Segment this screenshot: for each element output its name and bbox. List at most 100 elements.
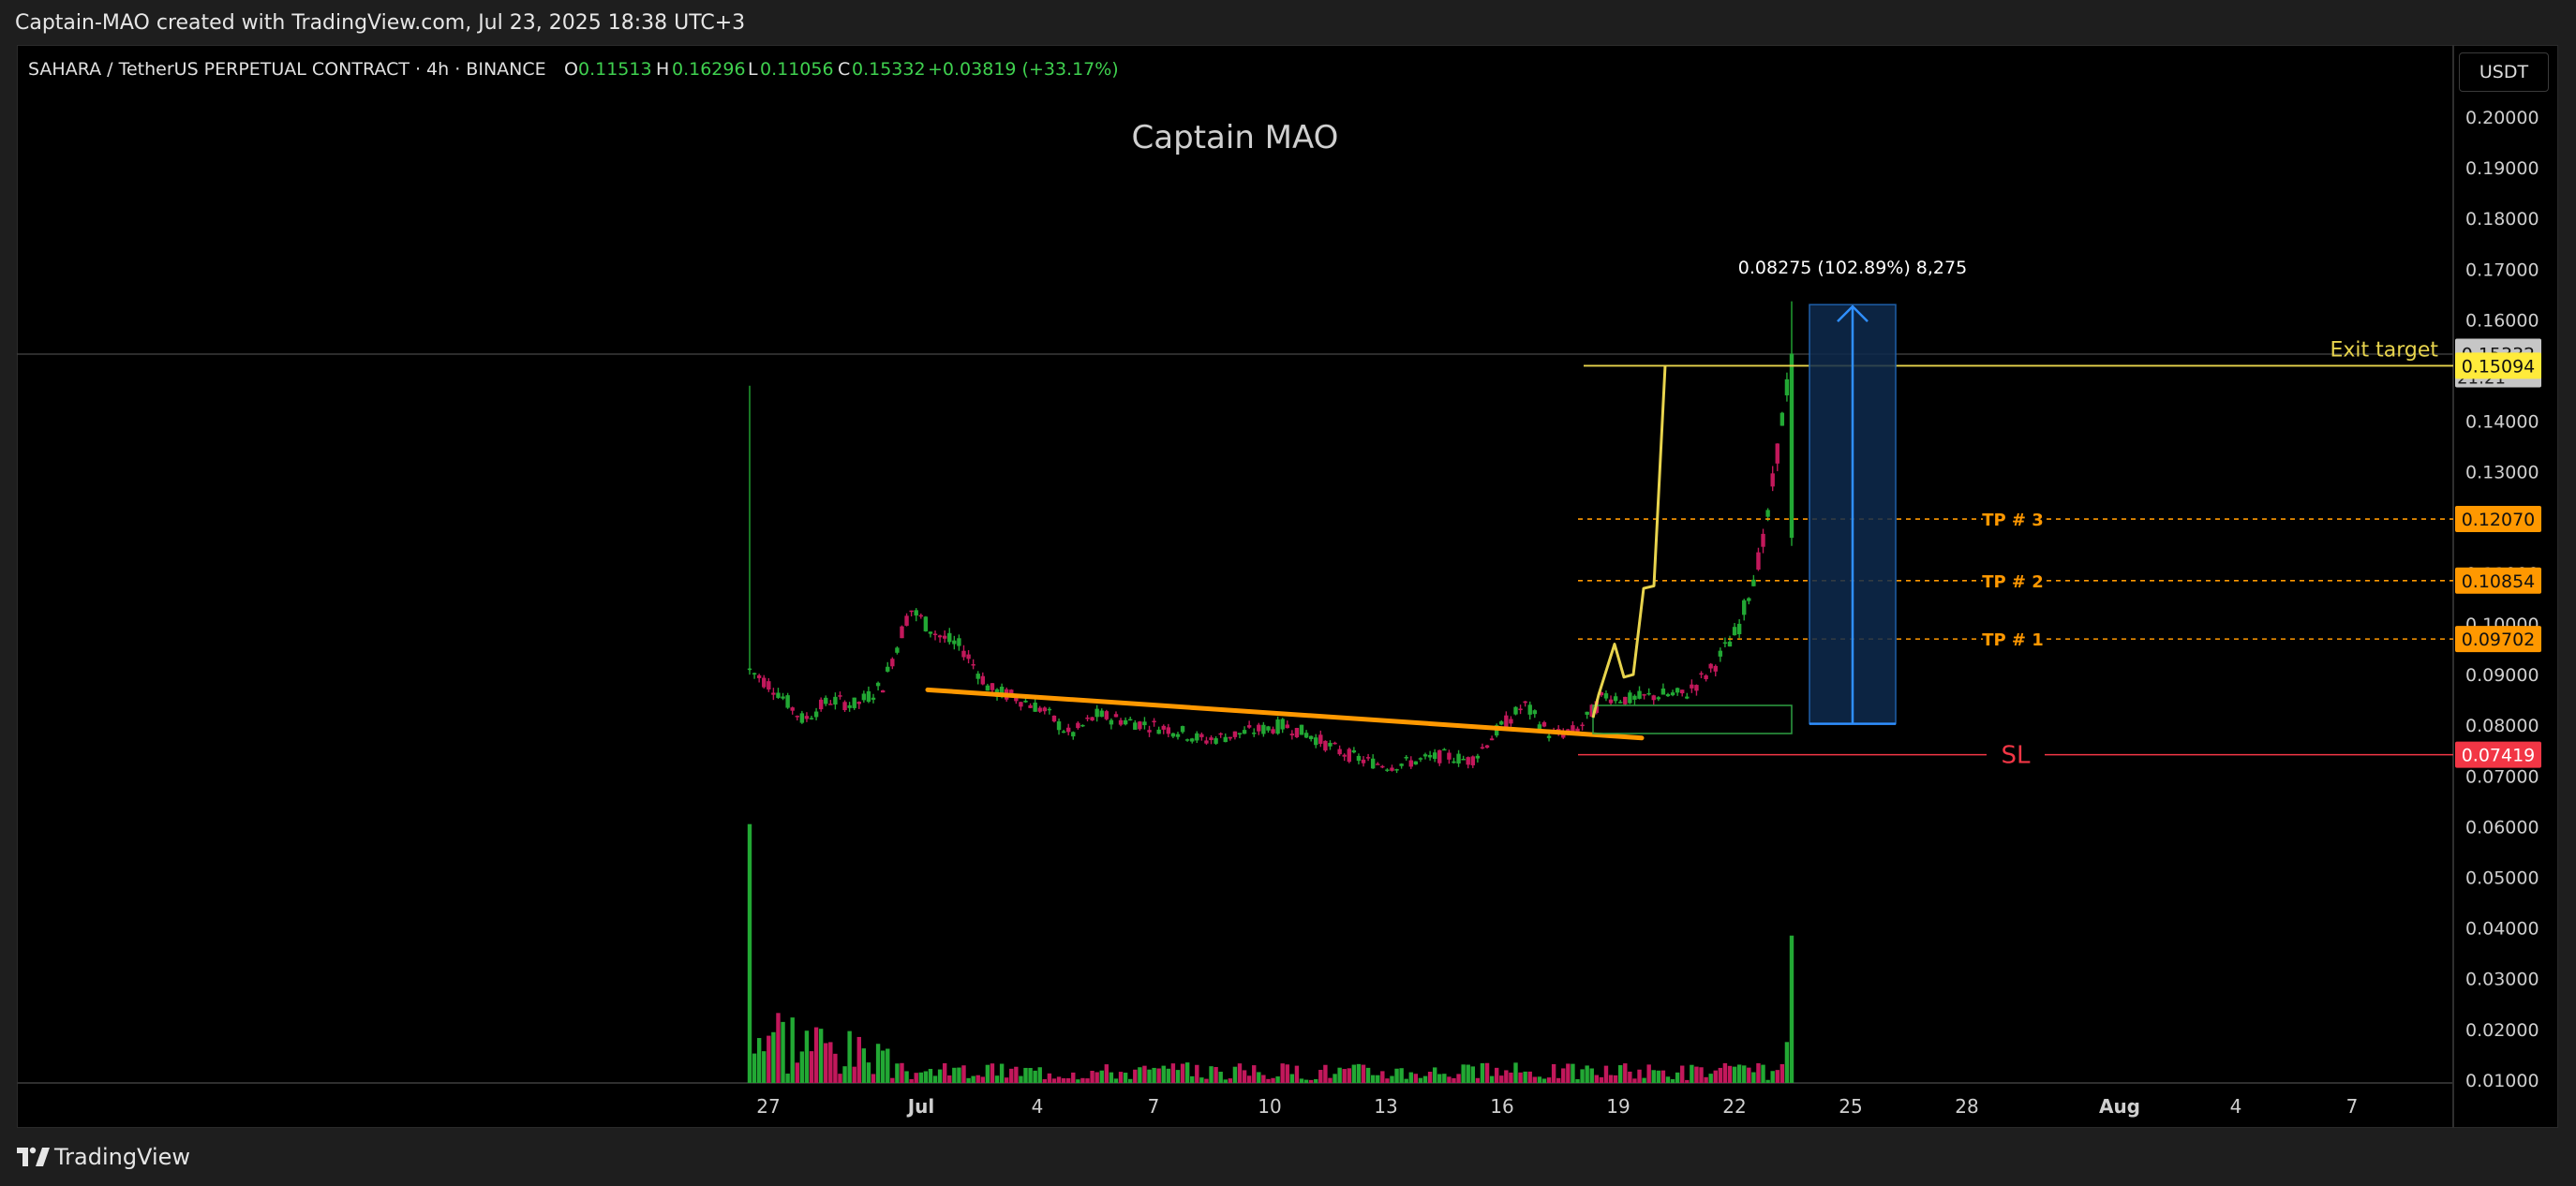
candle-body <box>1489 738 1495 741</box>
volume-bar <box>1571 1063 1575 1083</box>
volume-bar <box>1646 1064 1651 1083</box>
volume-bar <box>961 1065 966 1083</box>
candle-body <box>1037 707 1042 712</box>
volume-bar <box>1466 1064 1470 1083</box>
time-tick-label: 28 <box>1955 1095 1978 1118</box>
volume-bar <box>1009 1068 1014 1083</box>
candle-body <box>1699 673 1704 675</box>
volume-bar <box>1747 1067 1751 1083</box>
candle-body <box>1413 761 1419 765</box>
candle-body <box>856 702 861 704</box>
tp1-price-tag: 0.09702 <box>2462 630 2536 650</box>
candle-body <box>1427 754 1433 758</box>
volume-bar <box>1418 1077 1423 1083</box>
candle-body <box>1376 763 1380 765</box>
volume-bar <box>971 1075 975 1083</box>
trendline[interactable] <box>925 687 1645 741</box>
price-axis[interactable]: 0.20000 0.19000 0.18000 0.17000 0.16000 0.150… <box>2465 108 2539 1091</box>
candle-body <box>928 631 933 634</box>
price-tick-label: 0.04000 <box>2465 919 2539 940</box>
volume-bar <box>1147 1069 1152 1083</box>
price-tick-label: 0.05000 <box>2465 868 2539 889</box>
high-value: 0.16296 <box>672 59 746 80</box>
candle-body <box>1370 758 1376 769</box>
price-tick-label: 0.01000 <box>2465 1071 2539 1091</box>
consolidation-box[interactable] <box>1592 704 1793 734</box>
volume-bar <box>1727 1065 1733 1083</box>
time-tick-label: 19 <box>1606 1095 1630 1118</box>
candle-body <box>1218 733 1223 735</box>
candle-body <box>1214 738 1218 744</box>
volume-bar <box>776 1013 781 1083</box>
open-label: O <box>564 59 578 80</box>
volume-bar <box>1665 1076 1671 1083</box>
candle-body <box>1138 721 1142 730</box>
tp-label: TP # 2 <box>1982 572 2044 592</box>
volume-bar <box>1266 1078 1271 1083</box>
candle-body <box>1323 740 1328 751</box>
symbol-name[interactable]: SAHARA / TetherUS PERPETUAL CONTRACT · 4… <box>28 59 546 80</box>
chart-frame[interactable] <box>17 45 2558 1128</box>
candle-body <box>1775 443 1779 464</box>
volume-bar <box>1280 1063 1285 1083</box>
attribution-bar: Captain-MAO created with TradingView.com… <box>0 0 2576 45</box>
volume-bar <box>1252 1065 1257 1083</box>
candle-body <box>1670 692 1675 696</box>
volume-bar <box>1257 1072 1261 1083</box>
projection-path[interactable] <box>1591 365 1667 719</box>
volume-bar <box>1214 1066 1218 1083</box>
candle-body <box>1527 704 1532 715</box>
candle-body <box>1147 730 1152 733</box>
volume-bar <box>1504 1070 1509 1083</box>
time-axis[interactable]: 27 Jul 4 7 10 13 16 19 22 25 28 Aug 4 7 <box>756 1095 2358 1118</box>
candle-body <box>1142 721 1147 726</box>
tradingview-brand[interactable]: TradingView <box>54 1144 191 1170</box>
candle-body <box>961 650 966 658</box>
price-tick-label: 0.03000 <box>2465 970 2539 990</box>
volume-bar <box>1318 1070 1323 1083</box>
volume-bar <box>1042 1078 1048 1083</box>
volume-bar <box>1736 1064 1742 1083</box>
candle-body <box>1637 690 1642 699</box>
candle-body <box>975 674 980 679</box>
candle-body <box>1385 769 1390 771</box>
candle-body <box>1675 688 1680 693</box>
price-tick-label: 0.20000 <box>2465 108 2539 128</box>
volume-bar <box>1537 1076 1542 1083</box>
candle-body <box>795 716 799 718</box>
price-tick-label: 0.16000 <box>2465 310 2539 331</box>
candle-body <box>1608 699 1614 704</box>
volume-bar <box>1523 1071 1527 1083</box>
volume-bar <box>890 1077 895 1083</box>
volume-bar <box>1708 1074 1713 1083</box>
volume-bar <box>809 1051 814 1083</box>
volume-bar <box>980 1076 986 1083</box>
candle-body <box>942 635 947 639</box>
candle-body <box>1232 731 1238 737</box>
volume-bar <box>886 1048 890 1083</box>
candle-body <box>847 704 852 708</box>
volume-bar <box>1556 1077 1561 1083</box>
candle-body <box>952 640 957 645</box>
volume-bar <box>900 1062 904 1083</box>
candle-body <box>999 687 1005 697</box>
currency-selector[interactable]: USDT <box>2459 52 2549 92</box>
volume-bar <box>1437 1074 1442 1083</box>
candle-body <box>818 699 824 710</box>
measure-arrow-icon <box>1837 304 1869 323</box>
candle-body <box>1518 708 1523 711</box>
volume-bar <box>856 1036 861 1083</box>
volume-bar <box>1323 1064 1328 1083</box>
candle-body <box>1356 755 1362 762</box>
candle-body <box>799 713 805 723</box>
tradingview-logo-icon[interactable] <box>15 1142 52 1170</box>
sl-label: SL <box>2002 742 2032 770</box>
candle-body <box>756 675 762 678</box>
candle-body <box>1051 715 1057 722</box>
volume-bar <box>1408 1072 1413 1083</box>
volume-bar <box>1142 1065 1147 1083</box>
volume-bar <box>1333 1074 1337 1083</box>
candle-body <box>1613 696 1618 702</box>
candle-body <box>1623 696 1628 704</box>
